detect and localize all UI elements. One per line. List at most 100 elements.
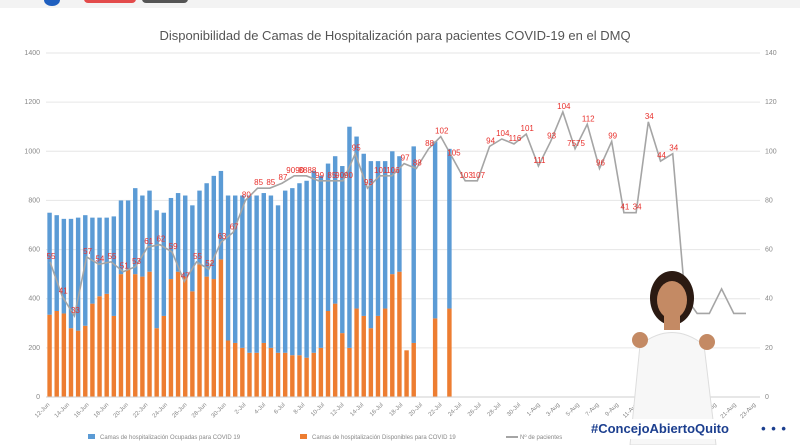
y-left-tick: 1200 — [24, 99, 40, 106]
x-tick-label: 30-Jun — [211, 402, 228, 419]
bar-occupied — [147, 190, 152, 272]
bar-available — [225, 340, 231, 397]
y-left-tick: 0 — [36, 394, 40, 401]
bar-occupied — [68, 218, 74, 329]
x-tick-label: 26-Jul — [467, 402, 483, 418]
bar-available — [61, 313, 67, 397]
x-tick-label: 12-Jun — [34, 402, 51, 419]
bar-available — [154, 328, 159, 397]
data-label: 107 — [472, 171, 486, 180]
bar-occupied — [282, 190, 288, 353]
bar-available — [68, 328, 74, 397]
bar-available — [318, 347, 324, 397]
y-right-tick: 120 — [765, 99, 777, 106]
data-label: 116 — [509, 134, 522, 143]
bar-available — [290, 355, 295, 397]
bar-available — [447, 308, 452, 397]
bar-available — [397, 271, 402, 397]
x-tick-label: 30-Jul — [506, 402, 522, 418]
data-label: 52 — [205, 259, 214, 268]
bar-available — [204, 276, 209, 397]
bar-occupied — [325, 163, 331, 311]
bar-available — [347, 347, 352, 397]
data-label: 63 — [217, 232, 226, 241]
data-label: 55 — [108, 252, 117, 261]
x-tick-label: 10-Jul — [310, 402, 326, 418]
bar-occupied — [375, 161, 381, 316]
bar-occupied — [368, 161, 374, 329]
data-label: 93 — [547, 131, 556, 140]
bar-occupied — [411, 146, 416, 343]
bar-available — [297, 355, 302, 397]
bar-occupied — [254, 195, 259, 353]
x-tick-label: 12-Jul — [330, 402, 346, 418]
bar-available — [47, 314, 52, 397]
data-label: 85 — [254, 178, 263, 187]
y-left-tick: 200 — [28, 345, 40, 352]
x-tick-label: 24-Jul — [447, 402, 463, 418]
data-label: 8888 — [299, 166, 317, 175]
bar-occupied — [261, 193, 266, 343]
chart-title: Disponibilidad de Camas de Hospitalizaci… — [159, 28, 630, 43]
bar-occupied — [168, 197, 174, 280]
bar-occupied — [232, 195, 238, 343]
data-label: 94 — [486, 136, 495, 145]
bar-occupied — [133, 188, 138, 275]
bar-occupied — [297, 183, 302, 356]
bar-available — [361, 315, 366, 397]
bar-occupied — [204, 183, 209, 277]
bar-available — [183, 276, 188, 397]
bar-available — [190, 291, 195, 397]
data-label: 88 — [413, 158, 422, 167]
data-label: 51 — [120, 262, 129, 271]
data-label: 88 — [425, 139, 434, 148]
data-label: 67 — [230, 222, 239, 231]
bar-available — [332, 303, 338, 397]
data-label: 61 — [144, 237, 153, 246]
bar-available — [382, 308, 388, 397]
x-tick-label: 28-Jul — [487, 402, 503, 418]
bar-available — [354, 308, 359, 397]
bar-occupied — [190, 205, 195, 292]
data-label: 112 — [582, 114, 595, 123]
data-label: 101 — [521, 124, 535, 133]
bar-available — [275, 352, 281, 397]
data-label: 62 — [156, 235, 165, 244]
bar-occupied — [161, 212, 167, 316]
bar-occupied — [447, 148, 452, 309]
patients-line-path — [49, 109, 746, 319]
bar-available — [125, 269, 131, 397]
browser-top-bar — [0, 0, 800, 8]
bar-occupied — [347, 126, 352, 348]
tab-pill-dark — [142, 0, 188, 3]
bar-available — [232, 342, 238, 397]
y-right-tick: 40 — [765, 296, 773, 303]
bar-occupied — [111, 216, 117, 316]
x-tick-label: 9-Aug — [605, 402, 621, 418]
legend-label: Camas de hospitalización Ocupadas para C… — [100, 435, 241, 441]
x-tick-label: 20-Jul — [408, 402, 424, 418]
bar-available — [282, 352, 288, 397]
tab-pill-red — [84, 0, 136, 3]
bar-available — [240, 347, 245, 397]
bar-available — [161, 315, 167, 397]
x-tick-label: 14-Jun — [54, 402, 71, 419]
data-label: 99 — [315, 171, 324, 180]
bar-occupied — [175, 193, 181, 272]
data-label: 57 — [83, 247, 92, 256]
bar-occupied — [225, 195, 231, 341]
x-tick-label: 16-Jun — [73, 402, 90, 419]
x-tick-label: 7-Aug — [585, 402, 601, 418]
data-label: 41 — [59, 286, 68, 295]
x-tick-label: 22-Jul — [428, 402, 444, 418]
x-tick-label: 3-Aug — [546, 402, 562, 418]
x-tick-label: 24-Jun — [152, 402, 169, 419]
bar-available — [83, 325, 88, 397]
data-label: 104 — [557, 102, 571, 111]
data-label: 59 — [169, 242, 178, 251]
bar-occupied — [154, 210, 159, 329]
bar-available — [261, 342, 266, 397]
data-label: 101 — [374, 166, 388, 175]
y-axis-left: 0 200 400 600 800 1000 1200 1400 — [24, 50, 40, 401]
